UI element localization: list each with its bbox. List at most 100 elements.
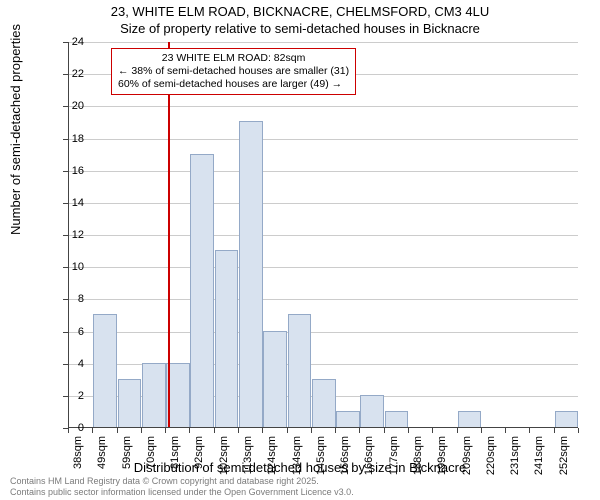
x-tick-mark (432, 428, 433, 433)
y-tick-label: 4 (54, 358, 84, 370)
y-tick-mark (63, 139, 68, 140)
x-tick-mark (141, 428, 142, 433)
histogram-bar (118, 379, 142, 427)
x-tick-label: 81sqm (169, 436, 181, 480)
x-tick-label: 145sqm (315, 436, 327, 480)
x-tick-mark (505, 428, 506, 433)
x-tick-label: 134sqm (291, 436, 303, 480)
y-tick-mark (63, 42, 68, 43)
x-tick-mark (529, 428, 530, 433)
x-tick-mark (262, 428, 263, 433)
y-tick-label: 6 (54, 326, 84, 338)
x-tick-mark (68, 428, 69, 433)
x-tick-mark (335, 428, 336, 433)
x-tick-label: 199sqm (436, 436, 448, 480)
y-tick-mark (63, 171, 68, 172)
x-tick-label: 166sqm (363, 436, 375, 480)
x-tick-mark (578, 428, 579, 433)
x-tick-mark (214, 428, 215, 433)
x-tick-label: 124sqm (266, 436, 278, 480)
x-tick-label: 209sqm (461, 436, 473, 480)
y-tick-mark (63, 332, 68, 333)
x-tick-label: 92sqm (193, 436, 205, 480)
x-tick-label: 59sqm (121, 436, 133, 480)
annotation-line: 23 WHITE ELM ROAD: 82sqm (118, 52, 349, 65)
histogram-bar (190, 154, 214, 427)
gridline-h (69, 203, 578, 204)
histogram-bar (263, 331, 287, 428)
gridline-h (69, 106, 578, 107)
histogram-bar (215, 250, 239, 427)
y-tick-label: 2 (54, 390, 84, 402)
gridline-h (69, 171, 578, 172)
reference-line (168, 42, 170, 427)
x-tick-label: 188sqm (412, 436, 424, 480)
y-tick-label: 12 (54, 229, 84, 241)
histogram-bar (239, 121, 263, 427)
x-tick-mark (481, 428, 482, 433)
annotation-line: 60% of semi-detached houses are larger (… (118, 78, 349, 91)
x-tick-label: 70sqm (145, 436, 157, 480)
gridline-h (69, 235, 578, 236)
gridline-h (69, 42, 578, 43)
y-tick-label: 22 (54, 68, 84, 80)
x-tick-mark (238, 428, 239, 433)
y-tick-label: 16 (54, 165, 84, 177)
y-tick-mark (63, 106, 68, 107)
annotation-line: ← 38% of semi-detached houses are smalle… (118, 65, 349, 78)
y-tick-label: 24 (54, 36, 84, 48)
x-tick-label: 156sqm (339, 436, 351, 480)
x-tick-mark (554, 428, 555, 433)
y-tick-label: 10 (54, 261, 84, 273)
x-tick-mark (189, 428, 190, 433)
y-tick-label: 14 (54, 197, 84, 209)
chart-container: 23, WHITE ELM ROAD, BICKNACRE, CHELMSFOR… (0, 0, 600, 500)
gridline-h (69, 139, 578, 140)
x-tick-label: 49sqm (96, 436, 108, 480)
x-tick-mark (165, 428, 166, 433)
annotation-box: 23 WHITE ELM ROAD: 82sqm← 38% of semi-de… (111, 48, 356, 95)
x-tick-mark (311, 428, 312, 433)
histogram-bar (555, 411, 579, 427)
histogram-bar (142, 363, 166, 427)
histogram-bar (312, 379, 336, 427)
footer-line-2: Contains public sector information licen… (10, 487, 354, 498)
x-tick-label: 241sqm (533, 436, 545, 480)
histogram-bar (458, 411, 482, 427)
gridline-h (69, 332, 578, 333)
x-tick-label: 113sqm (242, 436, 254, 480)
plot-area: 23 WHITE ELM ROAD: 82sqm← 38% of semi-de… (68, 42, 578, 428)
y-axis-label: Number of semi-detached properties (8, 24, 23, 235)
y-tick-mark (63, 396, 68, 397)
x-tick-label: 220sqm (485, 436, 497, 480)
x-tick-mark (457, 428, 458, 433)
y-axis-label-text: Number of semi-detached properties (8, 24, 23, 235)
y-tick-label: 18 (54, 133, 84, 145)
y-tick-label: 8 (54, 293, 84, 305)
x-tick-mark (359, 428, 360, 433)
y-tick-mark (63, 299, 68, 300)
y-tick-mark (63, 74, 68, 75)
histogram-bar (336, 411, 360, 427)
x-tick-label: 231sqm (509, 436, 521, 480)
y-tick-mark (63, 267, 68, 268)
y-tick-label: 20 (54, 100, 84, 112)
x-tick-label: 252sqm (558, 436, 570, 480)
x-tick-label: 177sqm (388, 436, 400, 480)
x-tick-mark (117, 428, 118, 433)
x-tick-label: 102sqm (218, 436, 230, 480)
y-tick-mark (63, 203, 68, 204)
x-tick-mark (384, 428, 385, 433)
gridline-h (69, 267, 578, 268)
y-tick-mark (63, 235, 68, 236)
y-tick-mark (63, 364, 68, 365)
histogram-bar (385, 411, 409, 427)
histogram-bar (360, 395, 384, 427)
gridline-h (69, 299, 578, 300)
chart-title: 23, WHITE ELM ROAD, BICKNACRE, CHELMSFOR… (0, 4, 600, 19)
histogram-bar (288, 314, 312, 427)
x-tick-mark (287, 428, 288, 433)
x-tick-label: 38sqm (72, 436, 84, 480)
x-tick-mark (92, 428, 93, 433)
x-tick-mark (408, 428, 409, 433)
